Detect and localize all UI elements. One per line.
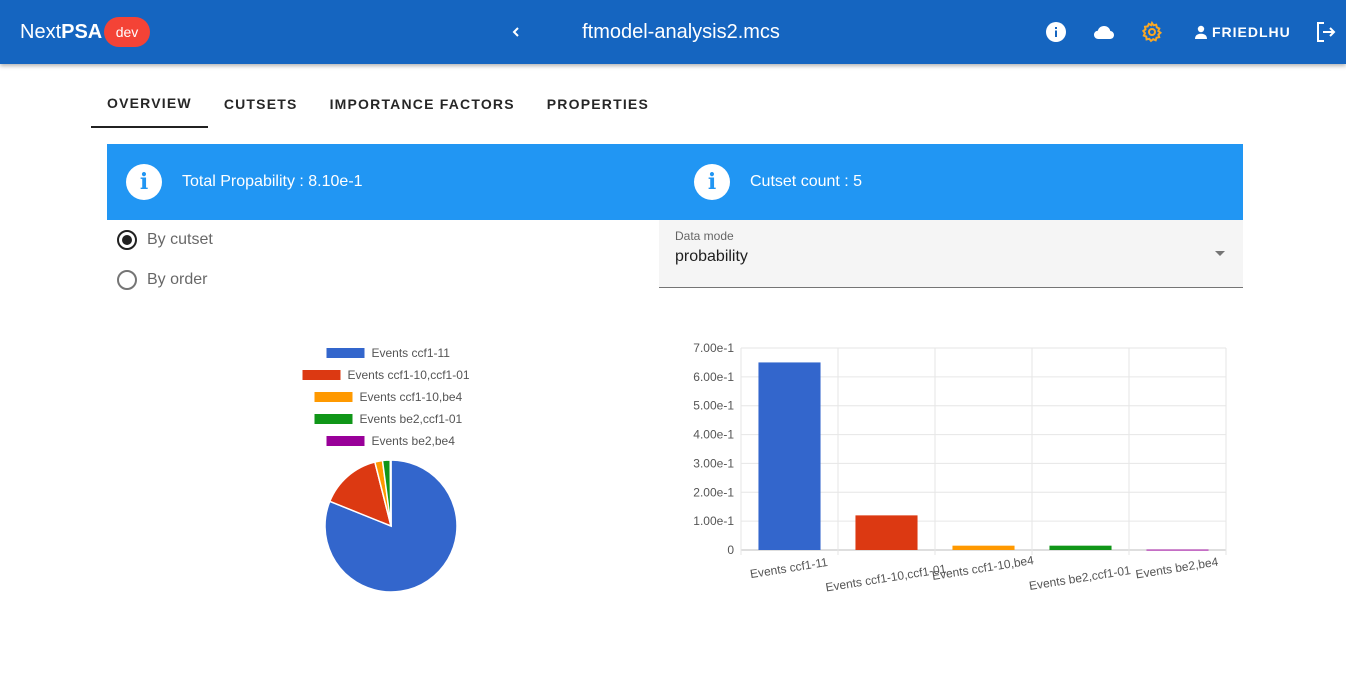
user-menu-button[interactable]: FRIEDLHU [1193, 22, 1291, 42]
cutset-count-banner: i Cutset count : 5 [675, 144, 1243, 220]
pie-legend-swatch [314, 392, 353, 402]
radio-by-order[interactable]: By order [117, 270, 207, 290]
brand-prefix: Next [20, 21, 62, 43]
data-mode-label: Data mode [675, 229, 734, 243]
info-icon [1046, 22, 1066, 42]
data-mode-value: probability [675, 248, 748, 265]
data-mode-select[interactable]: Data mode probability [659, 220, 1243, 288]
bar[interactable] [758, 362, 821, 550]
tab-importance-factors[interactable]: IMPORTANCE FACTORS [329, 96, 515, 112]
info-icon: i [126, 164, 162, 200]
cloud-icon [1094, 26, 1114, 39]
pie-legend-swatch [326, 436, 365, 446]
bar-y-tick-label: 7.00e-1 [693, 341, 734, 355]
bar-x-tick-label: Events ccf1-10,ccf1-01 [824, 562, 947, 595]
pie-legend-swatch [314, 414, 353, 424]
cloud-button[interactable] [1092, 20, 1116, 44]
bar[interactable] [952, 545, 1015, 550]
pie-legend-label: Events be2,ccf1-01 [360, 412, 463, 426]
bar-x-tick-label: Events ccf1-10,be4 [931, 553, 1035, 583]
bar-y-tick-label: 6.00e-1 [693, 370, 734, 384]
file-title: ftmodel-analysis2.mcs [582, 21, 780, 43]
brand-bold: PSA [61, 21, 103, 43]
tab-properties[interactable]: PROPERTIES [546, 96, 650, 112]
bar[interactable] [855, 515, 918, 550]
bar-y-tick-label: 2.00e-1 [693, 485, 734, 499]
env-badge: dev [104, 17, 150, 47]
bar-x-tick-label: Events ccf1-11 [749, 555, 829, 581]
radio-by-order-label: By order [147, 271, 208, 288]
user-name: FRIEDLHU [1212, 24, 1291, 40]
info-button[interactable] [1044, 20, 1068, 44]
radio-unchecked-icon[interactable] [117, 270, 137, 290]
bar-y-tick-label: 4.00e-1 [693, 428, 734, 442]
pie-slice[interactable] [328, 461, 393, 528]
total-probability-banner: i Total Propability : 8.10e-1 [107, 144, 675, 220]
radio-checked-icon[interactable] [117, 230, 137, 250]
pie-legend-label: Events ccf1-11 [372, 346, 451, 360]
person-icon [1195, 25, 1207, 39]
tab-cutsets[interactable]: CUTSETS [223, 96, 298, 112]
bar-y-tick-label: 3.00e-1 [693, 456, 734, 470]
info-icon: i [694, 164, 730, 200]
logout-button[interactable] [1314, 20, 1338, 44]
radio-by-cutset-label: By cutset [147, 231, 213, 248]
radio-by-cutset[interactable]: By cutset [117, 230, 213, 250]
dropdown-arrow-icon [1215, 251, 1225, 256]
pie-legend-swatch [326, 348, 365, 358]
bar[interactable] [1146, 549, 1209, 551]
cutset-count-text: Cutset count : 5 [750, 173, 863, 190]
pie-legend-label: Events be2,be4 [372, 434, 456, 448]
pie-legend-label: Events ccf1-10,ccf1-01 [348, 368, 470, 382]
bar-y-tick-label: 0 [727, 543, 734, 557]
pie-slice[interactable] [389, 459, 392, 527]
bar-x-tick-label: Events be2,be4 [1135, 555, 1220, 582]
logout-icon [1317, 22, 1336, 42]
bar-y-tick-label: 5.00e-1 [693, 399, 734, 413]
bar[interactable] [1049, 545, 1112, 550]
back-button[interactable] [504, 20, 528, 44]
brand-logo[interactable]: NextPSA [20, 20, 102, 44]
app-bar: NextPSA dev ftmodel-analysis2.mcs FRIEDL… [0, 0, 1346, 64]
bar-x-tick-label: Events be2,ccf1-01 [1028, 563, 1132, 593]
gear-icon [1141, 20, 1163, 43]
pie-chart: Events ccf1-11 Events ccf1-10,ccf1-01 Even… [302, 346, 470, 593]
chevron-left-icon [512, 27, 519, 37]
bar-y-tick-label: 1.00e-1 [693, 514, 734, 528]
settings-button[interactable] [1140, 20, 1164, 44]
pie-legend-swatch [302, 370, 341, 380]
bar-chart: 0 1.00e-1 2.00e-1 3.00e-1 4.00e-1 5.00e-1 6.00… [693, 341, 1227, 595]
pie-legend-label: Events ccf1-10,be4 [360, 390, 463, 404]
tab-bar: OVERVIEW CUTSETS IMPORTANCE FACTORS PROP… [91, 80, 665, 128]
total-probability-text: Total Propability : 8.10e-1 [182, 173, 363, 190]
tab-overview[interactable]: OVERVIEW [91, 80, 208, 128]
